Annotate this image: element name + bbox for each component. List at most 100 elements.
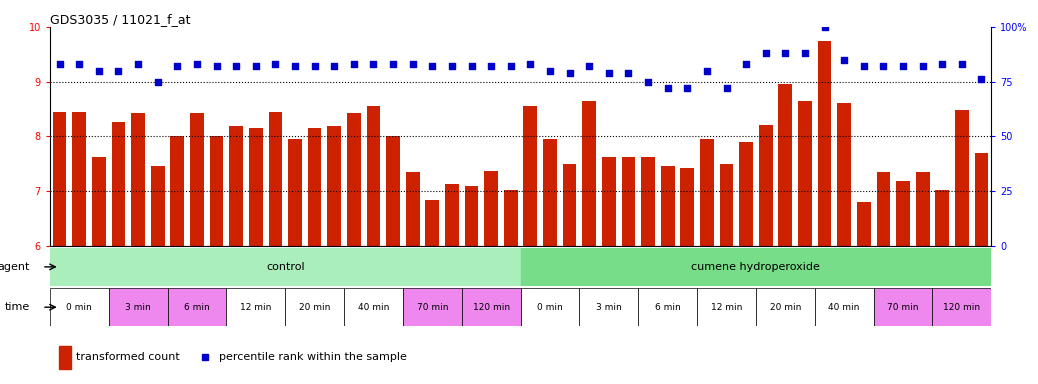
Bar (170, 136, 184, 246)
Text: 70 min: 70 min (416, 303, 448, 312)
Bar (73, 112, 86, 246)
Bar (756, 288, 815, 326)
Bar (641, 157, 655, 246)
Text: GDS3035 / 11021_f_at: GDS3035 / 11021_f_at (50, 13, 190, 26)
Point (90, 68, 107, 74)
Point (483, 63, 499, 70)
Bar (874, 288, 932, 326)
Point (895, 63, 911, 70)
Bar (602, 157, 616, 246)
Text: 3 min: 3 min (126, 303, 151, 312)
Bar (50, 288, 109, 326)
Point (130, 61, 146, 67)
Bar (307, 128, 322, 246)
Text: cumene hydroperoxide: cumene hydroperoxide (691, 262, 820, 272)
Bar (579, 288, 638, 326)
Bar (53, 112, 66, 246)
Bar (327, 126, 342, 246)
Text: 12 min: 12 min (711, 303, 742, 312)
Text: 0 min: 0 min (537, 303, 563, 312)
Bar (109, 288, 167, 326)
Bar (681, 168, 694, 246)
Text: 6 min: 6 min (184, 303, 210, 312)
Point (228, 63, 245, 70)
Bar (543, 139, 556, 246)
Point (639, 78, 656, 84)
Point (816, 24, 832, 30)
Text: 120 min: 120 min (944, 303, 981, 312)
Bar (857, 202, 871, 246)
Text: time: time (5, 302, 30, 312)
Point (738, 61, 755, 67)
Bar (386, 136, 400, 246)
Point (326, 63, 343, 70)
Text: 40 min: 40 min (358, 303, 389, 312)
Bar (151, 166, 165, 246)
Point (443, 63, 460, 70)
Point (110, 68, 127, 74)
Text: 120 min: 120 min (472, 303, 510, 312)
Bar (521, 288, 579, 326)
Bar (167, 288, 226, 326)
Bar (289, 139, 302, 246)
Bar (462, 288, 521, 326)
Point (659, 85, 676, 91)
Bar (622, 157, 635, 246)
Point (542, 68, 558, 74)
Bar (112, 122, 126, 246)
Bar (229, 126, 243, 246)
Bar (521, 248, 991, 286)
Text: control: control (266, 262, 304, 272)
Text: 6 min: 6 min (655, 303, 681, 312)
Point (267, 61, 283, 67)
Bar (210, 136, 223, 246)
Point (189, 61, 206, 67)
Text: 0 min: 0 min (66, 303, 92, 312)
Bar (249, 128, 263, 246)
Bar (465, 185, 479, 246)
Bar (698, 288, 756, 326)
Bar (739, 142, 753, 246)
Point (974, 76, 990, 83)
Bar (523, 106, 538, 246)
Point (954, 61, 971, 67)
Point (286, 63, 303, 70)
Bar (426, 200, 439, 246)
Point (796, 50, 813, 56)
Bar (661, 166, 675, 246)
Point (169, 63, 186, 70)
Bar (190, 113, 203, 246)
Point (758, 50, 774, 56)
Bar (798, 101, 812, 246)
Bar (503, 190, 518, 246)
Bar (932, 288, 991, 326)
Point (463, 63, 480, 70)
Bar (403, 288, 462, 326)
Point (777, 50, 794, 56)
Text: 40 min: 40 min (828, 303, 859, 312)
Bar (638, 288, 698, 326)
Bar (92, 157, 106, 246)
Text: 12 min: 12 min (240, 303, 272, 312)
Point (601, 70, 618, 76)
Point (365, 61, 382, 67)
Point (71, 61, 87, 67)
Bar (975, 153, 988, 246)
Bar (50, 248, 521, 286)
Bar (935, 190, 949, 246)
Bar (269, 112, 282, 246)
Point (934, 61, 951, 67)
Bar (876, 172, 891, 246)
Bar (815, 288, 874, 326)
Bar (445, 184, 459, 246)
Bar (347, 113, 360, 246)
Point (149, 78, 166, 84)
Bar (838, 104, 851, 246)
Bar (285, 288, 344, 326)
Point (51, 61, 67, 67)
Bar (896, 181, 910, 246)
Point (247, 63, 264, 70)
Bar (818, 41, 831, 246)
Bar (955, 110, 968, 246)
Bar (406, 172, 419, 246)
